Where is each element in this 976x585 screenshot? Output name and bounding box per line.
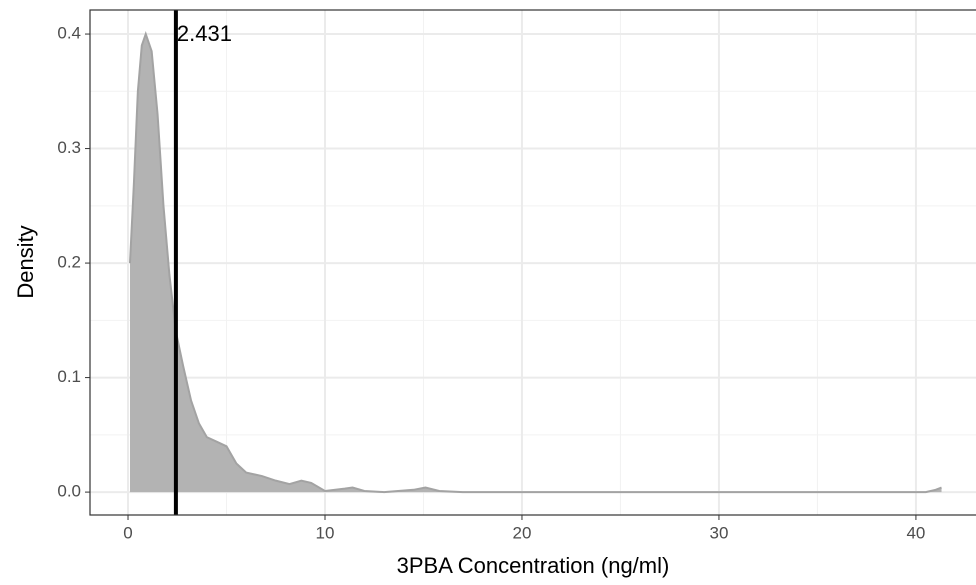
density-area xyxy=(129,34,942,493)
x-tick-label: 20 xyxy=(513,523,532,542)
x-tick-label: 40 xyxy=(906,523,925,542)
y-tick-label: 0.2 xyxy=(57,253,81,272)
y-tick-label: 0.4 xyxy=(57,24,81,43)
x-tick-label: 10 xyxy=(316,523,335,542)
panel-border xyxy=(89,9,976,516)
x-tick-label: 0 xyxy=(123,523,132,542)
y-tick-label: 0.0 xyxy=(57,482,81,501)
y-tick-label: 0.1 xyxy=(57,367,81,386)
x-tick-label: 30 xyxy=(709,523,728,542)
y-tick-label: 0.3 xyxy=(57,138,81,157)
density-curve xyxy=(128,30,942,494)
x-axis-title: 3PBA Concentration (ng/ml) xyxy=(397,553,670,578)
y-axis-title: Density xyxy=(13,225,38,298)
reference-label: 2.431 xyxy=(177,21,232,46)
